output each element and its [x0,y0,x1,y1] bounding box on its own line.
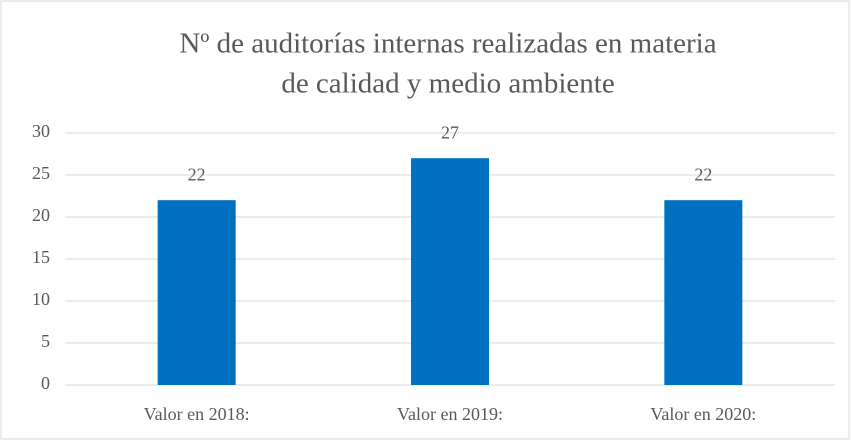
data-label: 27 [441,122,459,142]
x-tick-label: Valor en 2020: [650,404,756,424]
x-tick-label: Valor en 2019: [397,404,503,424]
y-tick-label: 15 [32,247,50,267]
y-tick-label: 20 [32,205,50,225]
bar [664,200,743,385]
chart-title: Nº de auditorías internas realizadas en … [179,28,716,60]
chart-title: de calidad y medio ambiente [281,68,614,100]
data-label: 22 [188,164,206,184]
y-tick-label: 30 [32,121,50,141]
bar [157,200,236,385]
y-tick-label: 25 [32,163,50,183]
bar [411,158,489,385]
y-tick-label: 0 [41,373,50,393]
y-tick-label: 5 [41,331,50,351]
x-tick-label: Valor en 2018: [144,404,250,424]
data-label: 22 [694,164,712,184]
y-tick-label: 10 [32,289,50,309]
